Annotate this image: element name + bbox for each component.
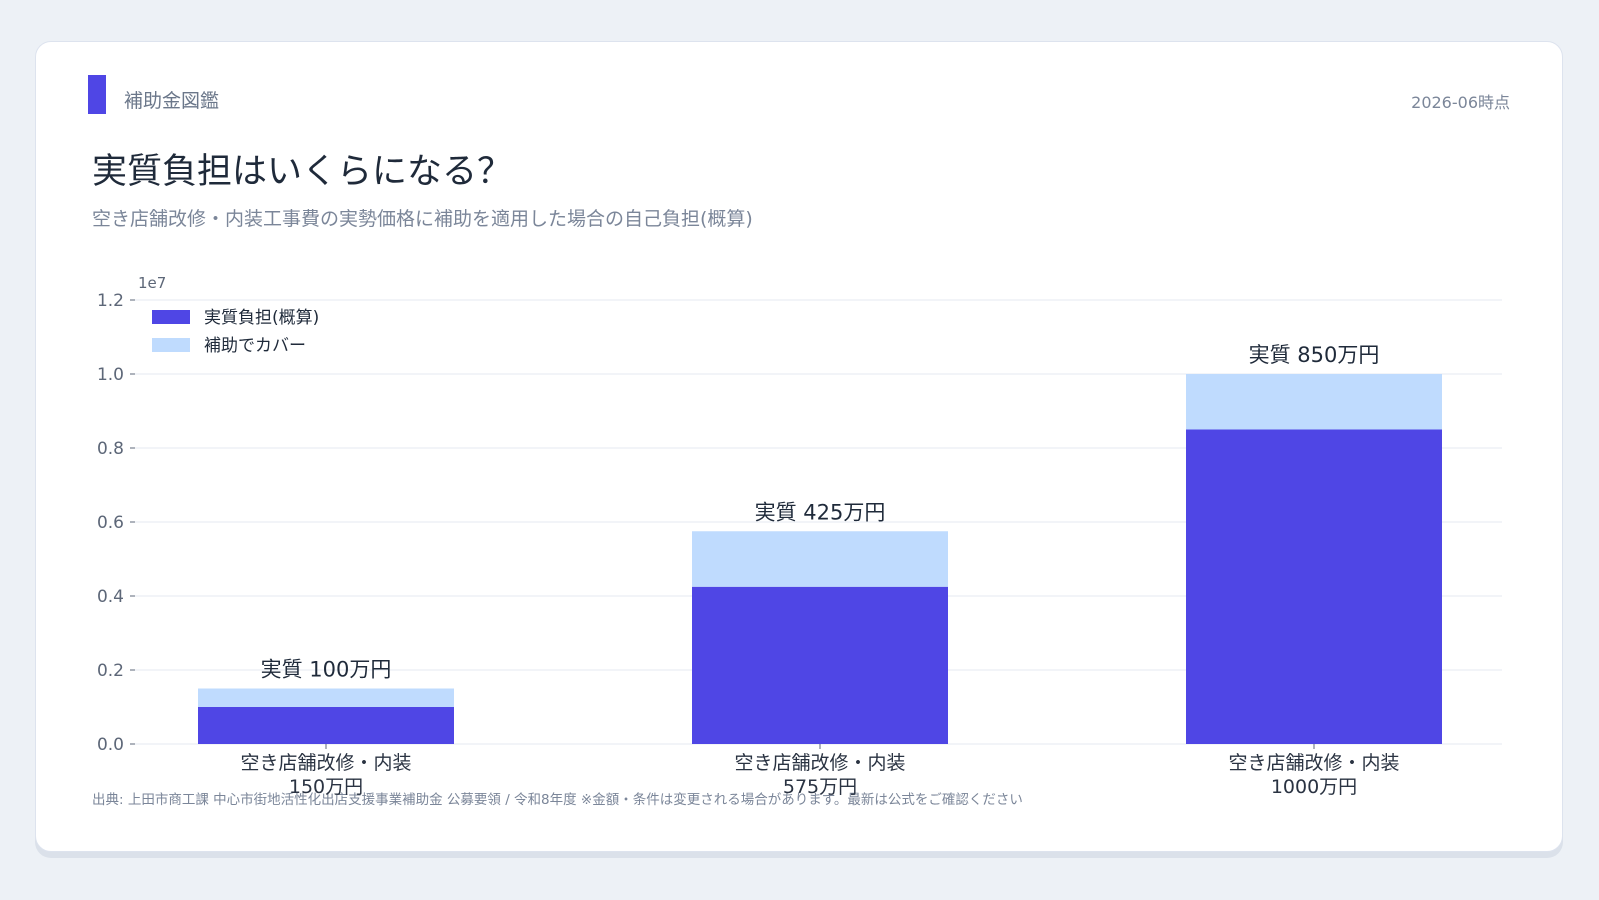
bar-burden xyxy=(692,586,948,744)
y-tick-label: 1.0 xyxy=(97,365,124,385)
bar-covered xyxy=(198,688,454,707)
bar-value-label: 実質 425万円 xyxy=(755,500,886,524)
bar-covered xyxy=(692,531,948,587)
bar-burden xyxy=(198,707,454,744)
bar-value-label: 実質 100万円 xyxy=(261,658,392,682)
page-subtitle: 空き店舗改修・内装工事費の実勢価格に補助を適用した場合の自己負担(概算) xyxy=(92,208,753,230)
y-tick-label: 0.6 xyxy=(97,513,124,533)
x-tick-label: 150万円 xyxy=(289,776,363,798)
brand-name: 補助金図鑑 xyxy=(124,90,220,112)
y-offset-label: 1e7 xyxy=(138,274,166,292)
bar-burden xyxy=(1186,429,1442,744)
y-tick-label: 0.4 xyxy=(97,587,124,607)
source-note: 出典: 上田市商工課 中心市街地活性化出店支援事業補助金 公募要領 / 令和8年… xyxy=(92,792,1023,808)
x-tick-label: 空き店舗改修・内装 xyxy=(240,752,411,774)
y-tick-label: 0.0 xyxy=(97,735,124,755)
y-tick-label: 1.2 xyxy=(97,291,124,311)
legend-label: 実質負担(概算) xyxy=(204,308,319,328)
y-tick-label: 0.2 xyxy=(97,661,124,681)
bar-value-label: 実質 850万円 xyxy=(1249,343,1380,367)
legend-swatch xyxy=(152,338,190,352)
bar-covered xyxy=(1186,374,1442,430)
brand-accent-bar xyxy=(88,75,106,114)
as-of-date: 2026-06時点 xyxy=(1411,93,1510,112)
legend-swatch xyxy=(152,310,190,324)
x-tick-label: 1000万円 xyxy=(1271,776,1357,798)
legend-label: 補助でカバー xyxy=(204,336,306,356)
y-tick-label: 0.8 xyxy=(97,439,124,459)
x-tick-label: 575万円 xyxy=(783,776,857,798)
x-tick-label: 空き店舗改修・内装 xyxy=(1228,752,1399,774)
x-tick-label: 空き店舗改修・内装 xyxy=(734,752,905,774)
page-title: 実質負担はいくらになる？ xyxy=(92,152,513,192)
